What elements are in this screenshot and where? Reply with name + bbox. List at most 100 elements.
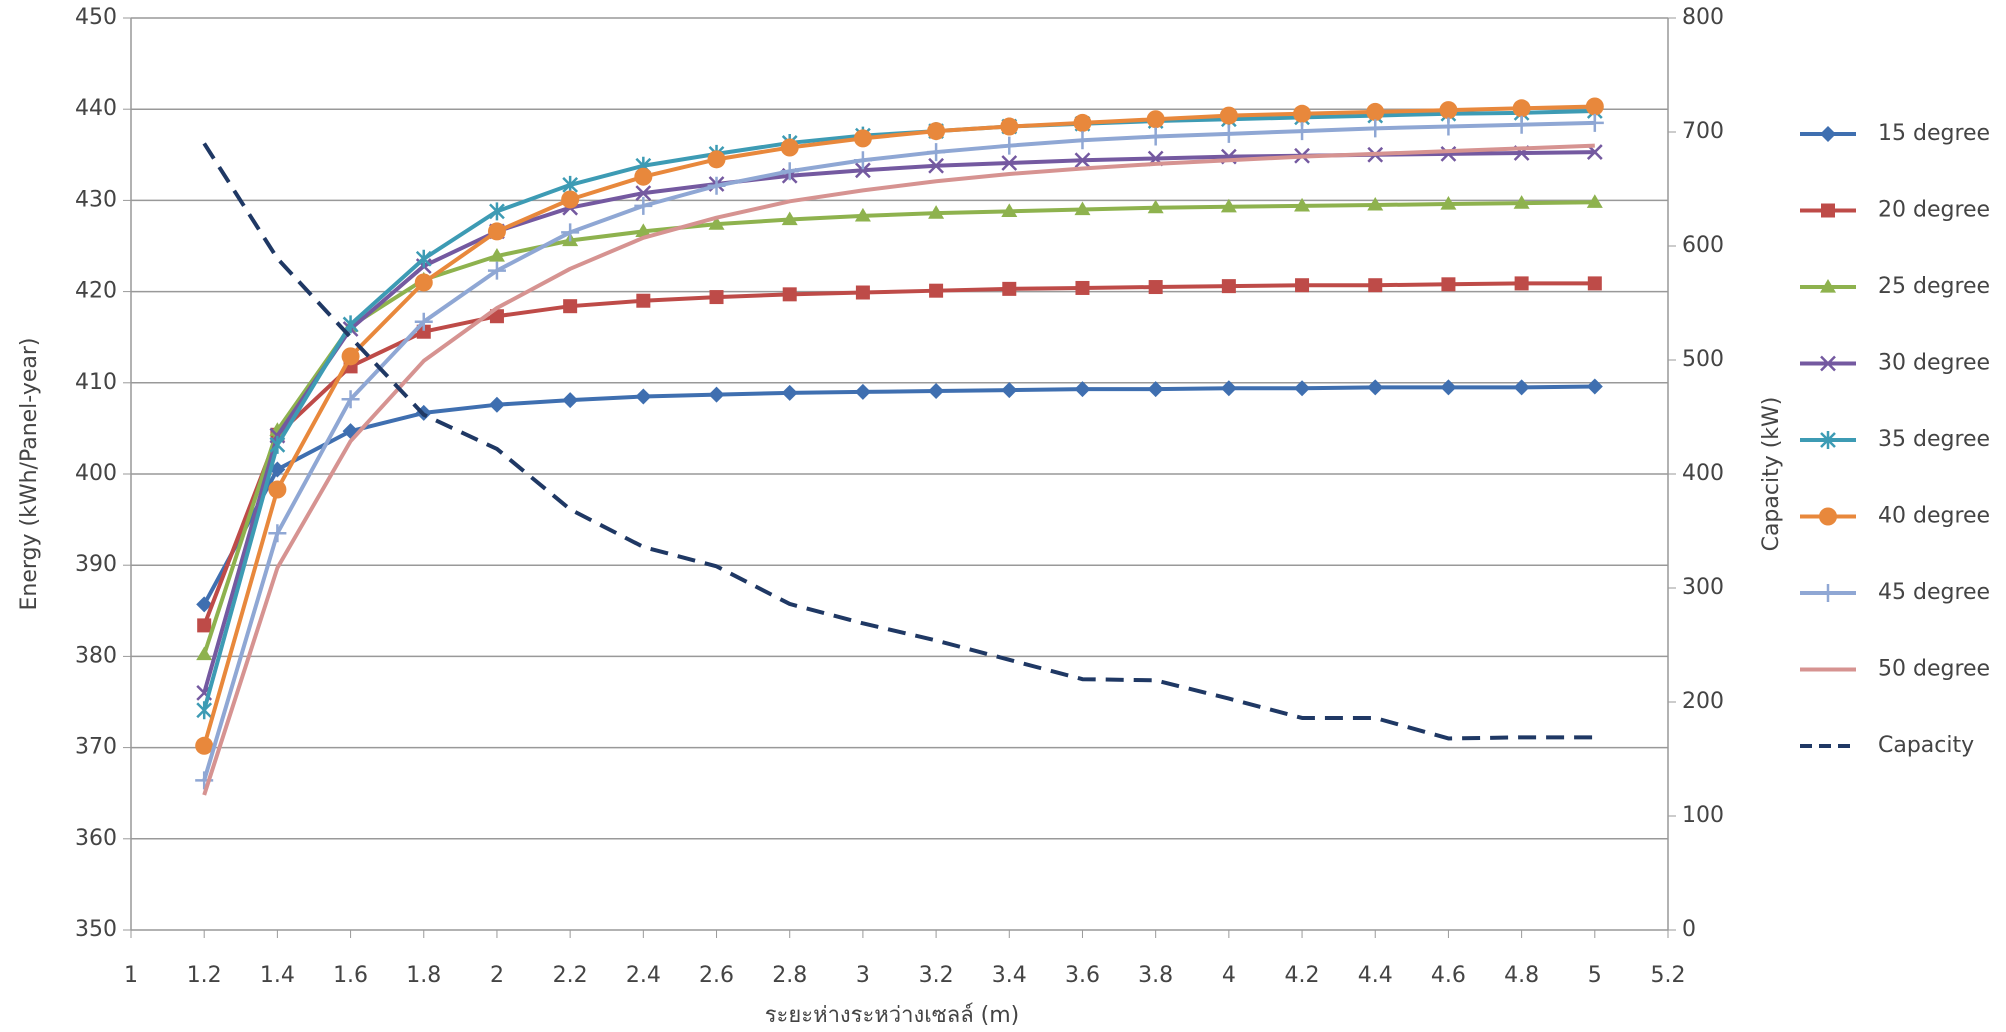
- chart: Energy (kWh/Panel-year) Capacity (kW) ระ…: [0, 0, 2006, 1032]
- marker: [197, 618, 211, 632]
- marker: [708, 150, 726, 168]
- x-tick-label: 1: [124, 963, 138, 988]
- legend-label: 30 degree: [1878, 351, 1990, 376]
- y2-tick-label: 100: [1682, 803, 1724, 828]
- y-tick-label: 410: [75, 370, 117, 395]
- y-tick-label: 400: [75, 461, 117, 486]
- marker: [634, 168, 652, 186]
- legend-label: 20 degree: [1878, 198, 1990, 223]
- x-tick-label: 1.8: [406, 963, 441, 988]
- marker: [1514, 379, 1530, 395]
- marker: [1147, 110, 1165, 128]
- marker: [1587, 378, 1603, 394]
- marker: [1819, 508, 1837, 526]
- legend-label: 35 degree: [1878, 427, 1990, 452]
- marker: [1441, 277, 1455, 291]
- marker: [1366, 103, 1384, 121]
- marker: [1073, 131, 1091, 149]
- y-axis-title: Energy (kWh/Panel-year): [17, 337, 42, 610]
- x-axis-title: ระยะห่างระหว่างเซลล์ (m): [765, 1003, 1020, 1028]
- y-tick-label: 350: [75, 917, 117, 942]
- series-line: [204, 106, 1595, 745]
- x-tick-label: 2: [490, 963, 504, 988]
- marker: [636, 294, 650, 308]
- x-tick-label: 2.6: [699, 963, 734, 988]
- series-line: [204, 143, 1595, 738]
- marker: [1367, 379, 1383, 395]
- marker: [268, 524, 286, 542]
- marker: [1368, 278, 1382, 292]
- marker: [1075, 281, 1089, 295]
- marker: [709, 387, 725, 403]
- marker: [854, 129, 872, 147]
- marker: [488, 222, 506, 240]
- x-tick-label: 1.6: [333, 963, 368, 988]
- marker: [1295, 278, 1309, 292]
- legend-label: 15 degree: [1878, 121, 1990, 146]
- marker: [781, 139, 799, 157]
- x-tick-label: 3.6: [1065, 963, 1100, 988]
- marker: [1439, 101, 1457, 119]
- marker: [927, 122, 945, 140]
- marker: [708, 177, 726, 195]
- y-tick-label: 380: [75, 643, 117, 668]
- marker: [1148, 381, 1164, 397]
- marker: [561, 190, 579, 208]
- y2-tick-label: 600: [1682, 233, 1724, 258]
- marker: [1220, 107, 1238, 125]
- y-tick-label: 360: [75, 826, 117, 851]
- marker: [1440, 379, 1456, 395]
- legend-label: Capacity: [1878, 733, 1974, 758]
- marker: [489, 397, 505, 413]
- marker: [1819, 584, 1837, 602]
- series-line: [204, 152, 1595, 693]
- marker: [856, 286, 870, 300]
- marker: [635, 388, 651, 404]
- marker: [1515, 276, 1529, 290]
- marker: [195, 737, 213, 755]
- legend-label: 40 degree: [1878, 504, 1990, 529]
- x-tick-label: 1.2: [187, 963, 222, 988]
- marker: [1293, 105, 1311, 123]
- x-tick-label: 5: [1588, 963, 1602, 988]
- y2-tick-label: 200: [1682, 689, 1724, 714]
- marker: [563, 299, 577, 313]
- marker: [1073, 114, 1091, 132]
- legend-label: 25 degree: [1878, 274, 1990, 299]
- y2-axis-title: Capacity (kW): [1759, 397, 1784, 552]
- marker: [783, 287, 797, 301]
- marker: [710, 290, 724, 304]
- marker: [1074, 381, 1090, 397]
- marker: [1586, 97, 1604, 115]
- marker: [1147, 128, 1165, 146]
- x-tick-label: 1.4: [260, 963, 295, 988]
- x-tick-label: 2.2: [553, 963, 588, 988]
- marker: [1220, 125, 1238, 143]
- marker: [1588, 276, 1602, 290]
- marker: [1001, 382, 1017, 398]
- y-tick-label: 440: [75, 96, 117, 121]
- y2-tick-label: 300: [1682, 575, 1724, 600]
- marker: [1222, 279, 1236, 293]
- y-tick-label: 450: [75, 5, 117, 30]
- marker: [1821, 204, 1835, 218]
- x-tick-label: 3.4: [992, 963, 1027, 988]
- x-tick-label: 3: [856, 963, 870, 988]
- marker: [562, 392, 578, 408]
- y-tick-label: 390: [75, 552, 117, 577]
- y-tick-label: 420: [75, 279, 117, 304]
- marker: [854, 151, 872, 169]
- y2-tick-label: 400: [1682, 461, 1724, 486]
- marker: [1513, 99, 1531, 117]
- y2-tick-label: 800: [1682, 5, 1724, 30]
- x-tick-label: 2.8: [772, 963, 807, 988]
- marker: [196, 647, 212, 661]
- x-tick-label: 2.4: [626, 963, 661, 988]
- marker: [415, 273, 433, 291]
- marker: [782, 385, 798, 401]
- marker: [197, 701, 211, 719]
- marker: [268, 481, 286, 499]
- x-tick-label: 3.2: [919, 963, 954, 988]
- marker: [1000, 118, 1018, 136]
- x-tick-label: 4: [1222, 963, 1236, 988]
